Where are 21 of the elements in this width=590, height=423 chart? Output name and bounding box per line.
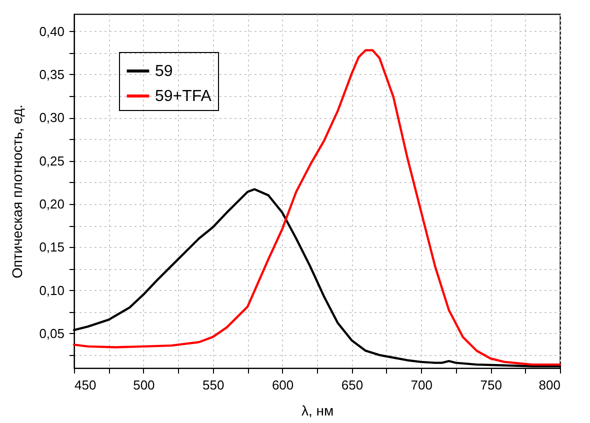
x-tick-label: 700 [410, 378, 432, 392]
x-tick-label: 600 [272, 378, 294, 392]
line-series [72, 49, 562, 366]
x-tick-label: 500 [133, 378, 155, 392]
x-axis-title: λ, нм [301, 402, 334, 418]
y-tick-label: 0,40 [39, 24, 64, 39]
y-tick-label: 0,10 [39, 282, 64, 298]
y-tick-label: 0,20 [39, 196, 64, 212]
y-tick-label: 0,30 [39, 110, 64, 126]
x-tick-label: 800 [538, 378, 560, 392]
y-tick-label: 0,05 [39, 326, 64, 341]
y-tick-label: 0,25 [39, 153, 64, 168]
legend-label: 59+TFA [155, 88, 212, 105]
y-tick-label: 0,15 [39, 240, 64, 255]
x-tick-label: 550 [202, 378, 224, 392]
y-tick-label: 0,35 [39, 66, 64, 82]
x-tick-label: 450 [74, 378, 96, 392]
x-tick-label: 650 [341, 378, 364, 392]
legend-label: 59 [155, 63, 173, 80]
y-axis-title: Оптическая плотность, ед. [9, 104, 26, 278]
x-tick-label: 750 [480, 378, 502, 392]
